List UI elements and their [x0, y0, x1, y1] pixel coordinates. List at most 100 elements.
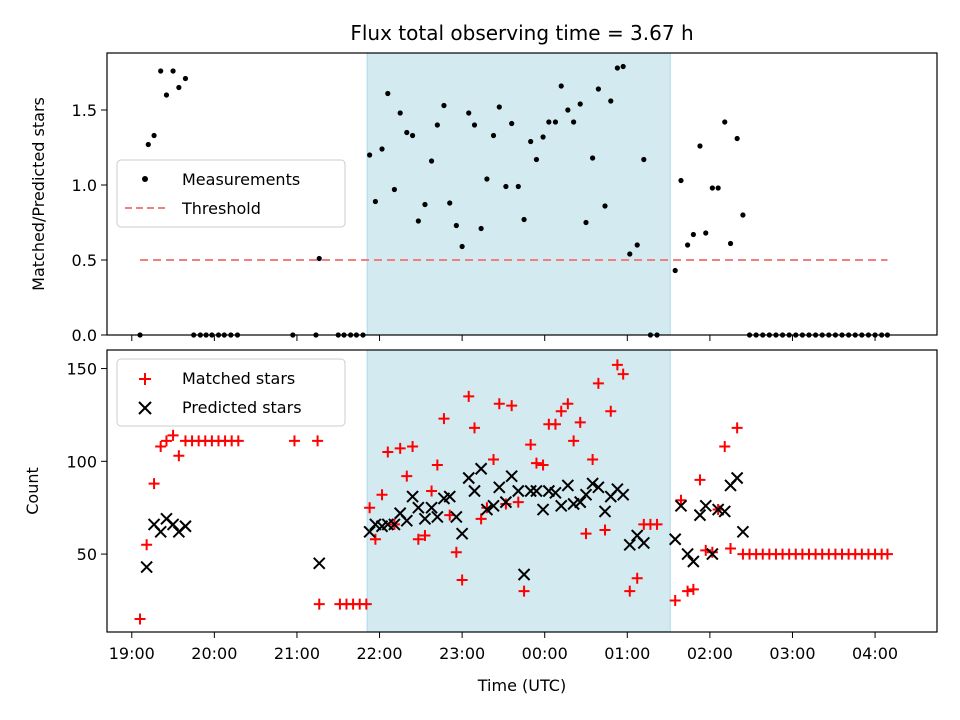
measurement-point — [151, 132, 157, 139]
matched-star-point — [669, 594, 681, 606]
measurement-point — [558, 83, 564, 89]
matched-star-point — [617, 368, 629, 380]
matched-star-point — [155, 440, 167, 452]
measurement-point — [614, 65, 620, 71]
matched-star-point — [438, 413, 450, 425]
matched-star-point — [719, 440, 731, 452]
bottom-panel: 50 100 150 19:00 20:00 21:00 22:00 23:00 00:00 0… — [23, 349, 938, 695]
measurement-point — [722, 119, 728, 125]
measurement-point — [577, 101, 583, 107]
matched-star-point — [605, 405, 617, 417]
predicted-star-point — [681, 547, 694, 561]
predicted-star-point — [549, 486, 562, 500]
legend-predicted-marker — [138, 401, 152, 415]
x-tick-label: 04:00 — [852, 644, 898, 663]
legend-predicted-label: Predicted stars — [182, 398, 302, 417]
predicted-star-point — [586, 477, 599, 490]
matched-star-point — [881, 548, 893, 560]
matched-star-point — [687, 583, 699, 595]
measurement-point — [684, 242, 691, 248]
top-y-tick-label: 1.0 — [72, 176, 97, 195]
matched-star-point — [376, 489, 388, 501]
predicted-star-point — [487, 499, 500, 513]
measurement-point — [182, 75, 189, 82]
measurement-point — [602, 203, 608, 209]
matched-star-point — [401, 470, 413, 482]
matched-star-point — [148, 478, 160, 490]
predicted-star-point — [455, 527, 469, 540]
x-tick-label: 02:00 — [687, 644, 733, 663]
measurement-point — [521, 216, 527, 223]
chart-title: Flux total observing time = 3.67 h — [350, 21, 693, 45]
matched-star-point — [525, 439, 537, 451]
x-tick-label: 01:00 — [604, 644, 650, 663]
predicted-star-point — [313, 557, 326, 570]
predicted-star-point — [493, 481, 506, 494]
measurement-point — [385, 90, 391, 97]
predicted-star-point — [140, 560, 153, 574]
predicted-star-point — [561, 479, 575, 492]
observing-window-band-top — [366, 52, 671, 336]
measurement-point — [404, 129, 410, 136]
predicted-star-point — [505, 469, 518, 483]
top-y-ticks: 0.0 0.5 1.0 1.5 — [72, 101, 107, 345]
measurement-point — [316, 255, 322, 262]
matched-star-point — [382, 446, 394, 458]
predicted-star-point — [706, 547, 719, 561]
matched-star-point — [592, 377, 604, 389]
measurement-point — [727, 240, 734, 247]
measurement-point — [503, 183, 509, 190]
predicted-star-point — [693, 508, 707, 522]
predicted-star-point — [512, 484, 525, 498]
measurement-point — [620, 63, 626, 70]
measurement-point — [641, 156, 647, 163]
matched-star-point — [530, 457, 542, 469]
measurement-point — [590, 155, 596, 161]
matched-star-point — [313, 598, 325, 610]
matched-star-point — [512, 496, 524, 508]
predicted-star-point — [418, 512, 432, 526]
matched-star-point — [160, 435, 172, 447]
predicted-star-point — [668, 533, 682, 546]
matched-star-point — [167, 429, 179, 441]
measurement-point — [490, 132, 497, 139]
predicted-star-point — [674, 499, 688, 513]
predicted-star-point — [462, 471, 475, 485]
x-tick-label: 23:00 — [439, 644, 485, 663]
matched-star-point — [364, 502, 376, 514]
matched-star-point — [493, 398, 505, 410]
bottom-axes-frame — [106, 349, 938, 633]
top-y-tick-label: 0.5 — [72, 251, 97, 270]
matched-star-point — [518, 585, 530, 597]
matched-star-point — [407, 440, 419, 452]
measurement-point — [565, 107, 571, 113]
predicted-star-point — [637, 536, 651, 550]
top-x-ticks — [131, 335, 876, 341]
measurement-point — [415, 218, 421, 224]
predicted-star-point — [474, 462, 488, 475]
matched-star-point — [568, 435, 580, 447]
predicted-star-point — [154, 525, 167, 539]
top-shaded-region — [366, 52, 671, 336]
matched-star-point — [456, 574, 468, 586]
matched-star-point — [412, 533, 424, 545]
matched-star-point — [587, 453, 599, 465]
matched-star-point — [555, 405, 567, 417]
top-legend: Measurements Threshold — [116, 159, 346, 228]
matched-star-point — [134, 613, 146, 625]
measurement-point — [170, 68, 176, 74]
top-y-axis-label: Matched/Predicted stars — [29, 97, 48, 291]
predicted-star-point — [400, 514, 413, 527]
measurement-point — [176, 84, 182, 91]
measurement-point — [466, 110, 472, 116]
measurement-point — [715, 185, 721, 191]
measurement-point — [678, 177, 684, 184]
matched-star-point — [360, 598, 372, 610]
x-axis-label: Time (UTC) — [477, 676, 566, 695]
top-y-tick-label: 1.5 — [72, 101, 97, 120]
predicted-star-point — [363, 525, 376, 539]
measurement-point — [471, 122, 478, 128]
measurement-point — [367, 152, 373, 158]
matched-star-point — [506, 400, 518, 412]
